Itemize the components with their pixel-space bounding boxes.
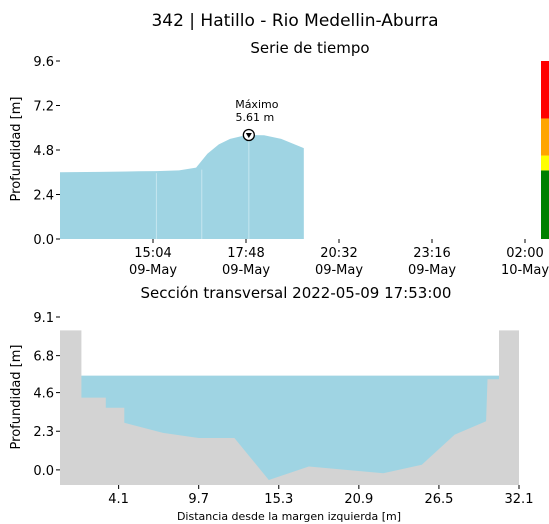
x-tick-label: 26.5 — [424, 492, 453, 507]
maximum-marker-arrow — [245, 132, 252, 138]
maximum-label: Máximo — [235, 98, 279, 111]
y-tick-label: 6.8 — [33, 350, 54, 365]
cross-section-xlabel: Distancia desde la margen izquierda [m] — [177, 510, 401, 523]
cross-section-chart: Sección transversal 2022-05-09 17:53:00 … — [9, 284, 533, 523]
y-tick-label: 9.6 — [33, 55, 54, 70]
y-tick-label: 2.3 — [33, 425, 54, 440]
y-tick-label: 7.2 — [33, 100, 54, 115]
cross-section-ylabel: Profundidad [m] — [9, 345, 24, 450]
x-tick-label: 32.1 — [505, 492, 534, 507]
y-tick-label: 0.0 — [33, 233, 54, 248]
x-tick-time: 20:32 — [320, 246, 357, 261]
depth-area — [60, 135, 304, 239]
ground-profile — [60, 330, 519, 485]
maximum-value: 5.61 m — [235, 111, 274, 124]
time-series-chart: Serie de tiempo Profundidad [m] 0.0 2.4 4.… — [9, 39, 549, 278]
x-tick-time: 02:00 — [506, 246, 543, 261]
x-tick-label: 4.1 — [108, 492, 129, 507]
level-segment — [541, 155, 549, 171]
time-series-ylabel: Profundidad [m] — [9, 97, 24, 202]
x-tick-label: 9.7 — [188, 492, 209, 507]
level-segment — [541, 61, 549, 119]
level-threshold-bar — [541, 61, 549, 239]
x-tick-label: 15.3 — [264, 492, 293, 507]
x-tick-date: 09-May — [408, 263, 456, 278]
level-segment — [541, 118, 549, 156]
x-tick-label: 20.9 — [344, 492, 373, 507]
x-tick-time: 17:48 — [227, 246, 264, 261]
figure-title: 342 | Hatillo - Rio Medellin-Aburra — [151, 11, 438, 31]
cross-section-title: Sección transversal 2022-05-09 17:53:00 — [141, 284, 452, 302]
x-tick-date: 09-May — [222, 263, 270, 278]
x-tick-date: 09-May — [315, 263, 363, 278]
y-tick-label: 0.0 — [33, 464, 54, 479]
y-tick-label: 4.6 — [33, 387, 54, 402]
x-tick-time: 23:16 — [413, 246, 450, 261]
x-tick-date: 09-May — [129, 263, 177, 278]
level-segment — [541, 170, 549, 239]
y-tick-label: 4.8 — [33, 144, 54, 159]
x-tick-date: 10-May — [501, 263, 549, 278]
time-series-title: Serie de tiempo — [250, 39, 369, 57]
y-tick-label: 9.1 — [33, 311, 54, 326]
y-tick-label: 2.4 — [33, 189, 54, 204]
x-tick-time: 15:04 — [134, 246, 171, 261]
